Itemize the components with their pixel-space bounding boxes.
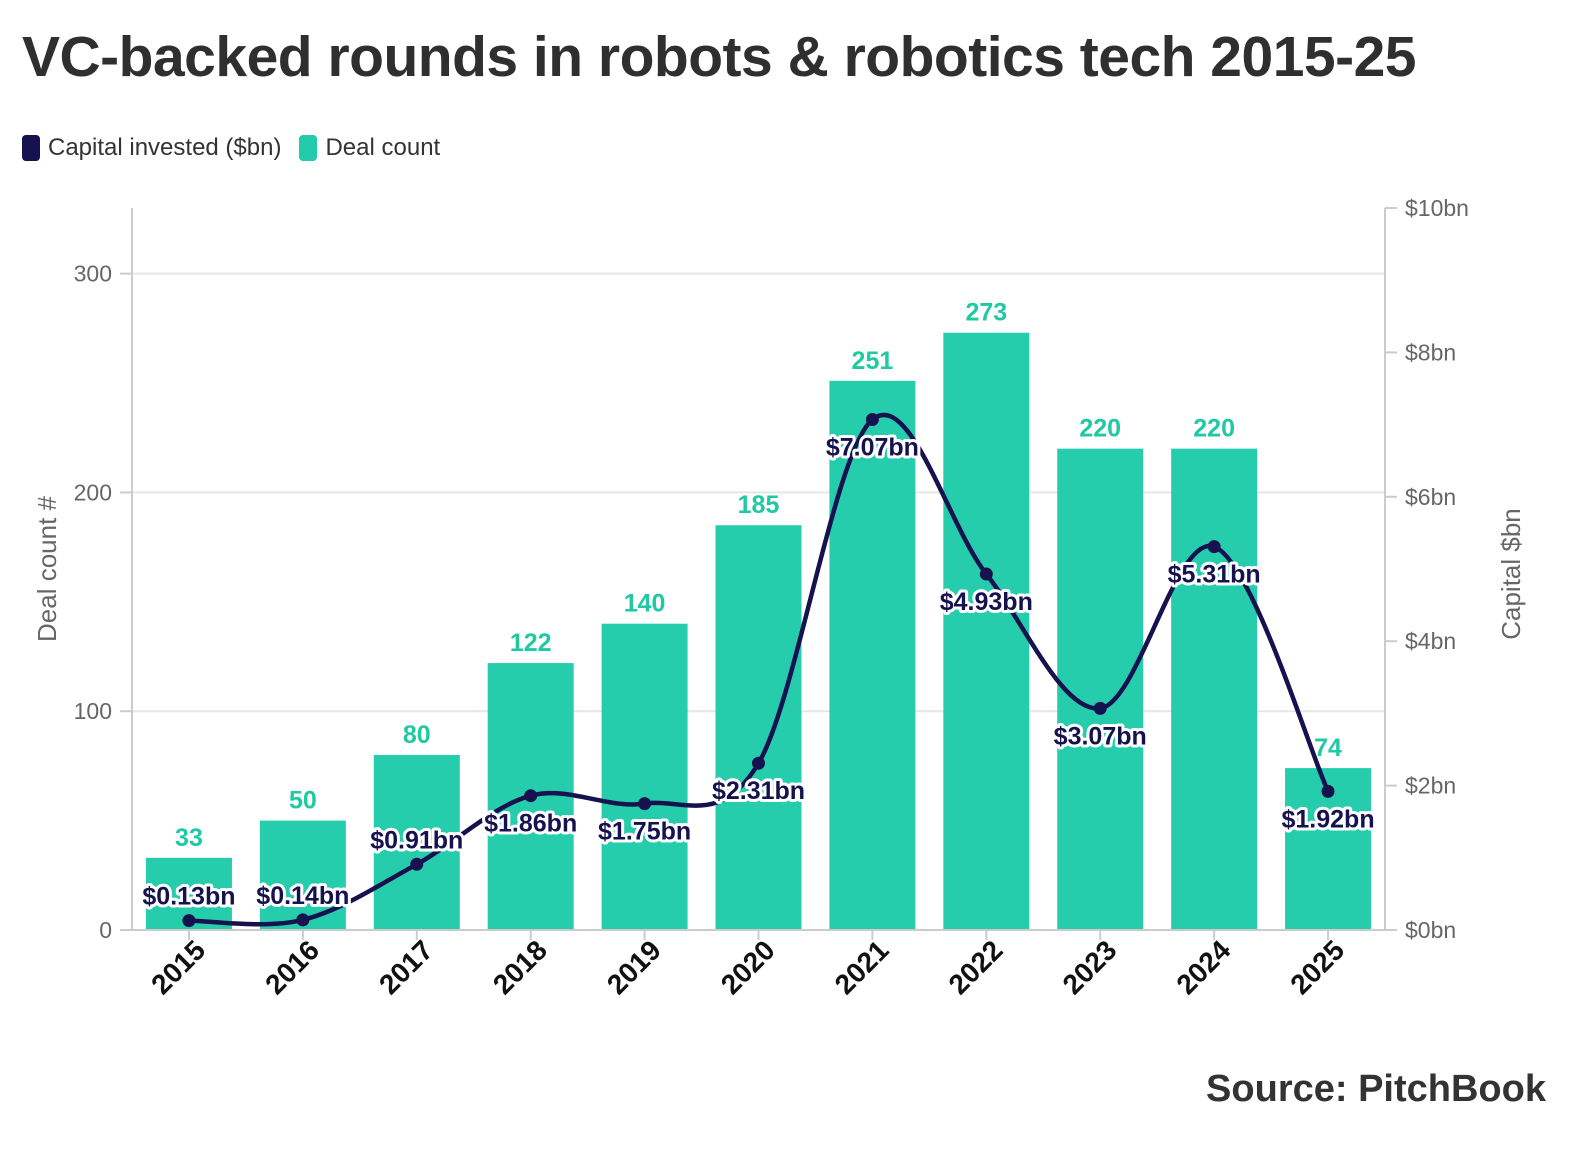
bar-value-label: 33 [175, 824, 203, 852]
line-value-label: $1.86bn [484, 810, 577, 838]
bar-value-label: 273 [965, 299, 1007, 327]
left-tick-label: 100 [74, 698, 112, 724]
x-tick-label: 2023 [1057, 934, 1123, 1000]
bar[interactable] [601, 623, 688, 930]
line-point[interactable] [752, 756, 765, 770]
line-value-label: $7.07bn [826, 434, 919, 462]
bar-value-label: 251 [852, 347, 894, 375]
bar-value-label: 74 [1314, 734, 1342, 762]
legend-item-deal-count[interactable]: Deal count [299, 134, 440, 162]
x-tick-label: 2019 [601, 934, 667, 1000]
line-point[interactable] [182, 914, 196, 928]
chart-title: VC-backed rounds in robots & robotics te… [22, 25, 1417, 89]
bar[interactable] [373, 754, 460, 930]
line-value-label: $4.93bn [940, 588, 1033, 616]
line-value-label: $3.07bn [1054, 722, 1147, 750]
x-tick-label: 2016 [259, 934, 325, 1000]
left-tick-label: 0 [99, 917, 112, 943]
line-point[interactable] [524, 789, 538, 803]
line-value-label: $2.31bn [712, 777, 805, 805]
line-series-capital [182, 412, 1335, 928]
line-value-label: $0.14bn [256, 882, 349, 910]
source-note: Source: PitchBook [1206, 1068, 1546, 1110]
bar[interactable] [715, 525, 802, 930]
line-point[interactable] [1093, 701, 1107, 715]
legend-item-capital[interactable]: Capital invested ($bn) [22, 134, 281, 162]
bar-value-label: 50 [289, 787, 317, 815]
right-tick-label: $0bn [1405, 917, 1456, 943]
right-axis-title: Capital $bn [1496, 508, 1526, 640]
bar[interactable] [943, 332, 1030, 930]
left-tick-label: 300 [74, 261, 112, 287]
right-tick-label: $10bn [1405, 195, 1469, 221]
legend: Capital invested ($bn) Deal count [22, 134, 458, 162]
line-value-label: $5.31bn [1168, 561, 1261, 589]
left-tick-label: 200 [74, 479, 112, 505]
legend-swatch-capital [22, 135, 40, 161]
x-tick-label: 2022 [943, 934, 1009, 1000]
line-point[interactable] [410, 857, 424, 871]
bar-series-deal-count [145, 332, 1372, 931]
right-tick-label: $6bn [1405, 484, 1456, 510]
legend-label-deal-count: Deal count [325, 134, 441, 161]
bar-value-label: 220 [1193, 415, 1235, 443]
x-tick-label: 2017 [373, 934, 439, 1000]
bar-value-label: 122 [510, 629, 552, 657]
line-point[interactable] [296, 913, 310, 927]
x-tick-label: 2021 [829, 934, 895, 1000]
line-point[interactable] [979, 567, 993, 581]
bar-value-label: 140 [624, 590, 666, 618]
bar-value-label: 80 [403, 721, 431, 749]
bar-value-label: 185 [738, 491, 780, 519]
bar[interactable] [829, 380, 916, 931]
x-tick-label: 2024 [1170, 934, 1236, 1000]
line-point[interactable] [638, 797, 652, 811]
x-tick-label: 2018 [487, 934, 553, 1000]
line-point[interactable] [1207, 540, 1221, 554]
line-point[interactable] [865, 413, 879, 427]
line-value-label: $0.13bn [142, 883, 235, 911]
line-value-label: $1.92bn [1281, 805, 1374, 833]
right-tick-label: $2bn [1405, 773, 1456, 799]
legend-label-capital: Capital invested ($bn) [48, 134, 282, 161]
legend-swatch-deal-count [299, 135, 318, 161]
right-tick-label: $8bn [1405, 339, 1456, 365]
line-point[interactable] [1321, 784, 1335, 798]
right-tick-label: $4bn [1405, 628, 1456, 654]
x-tick-label: 2015 [145, 934, 211, 1000]
line-value-label: $0.91bn [370, 826, 463, 854]
line-value-label: $1.75bn [598, 818, 691, 846]
left-axis-title: Deal count # [32, 495, 62, 642]
x-tick-label: 2025 [1284, 934, 1350, 1000]
bar-value-label: 220 [1079, 415, 1121, 443]
bar[interactable] [1171, 448, 1258, 930]
x-tick-label: 2020 [715, 934, 781, 1000]
bar[interactable] [1057, 448, 1144, 930]
data-labels: 33 50 80 122 140 185 251 273 220 220 74 $0.13bn $0.1… [139, 299, 1377, 914]
